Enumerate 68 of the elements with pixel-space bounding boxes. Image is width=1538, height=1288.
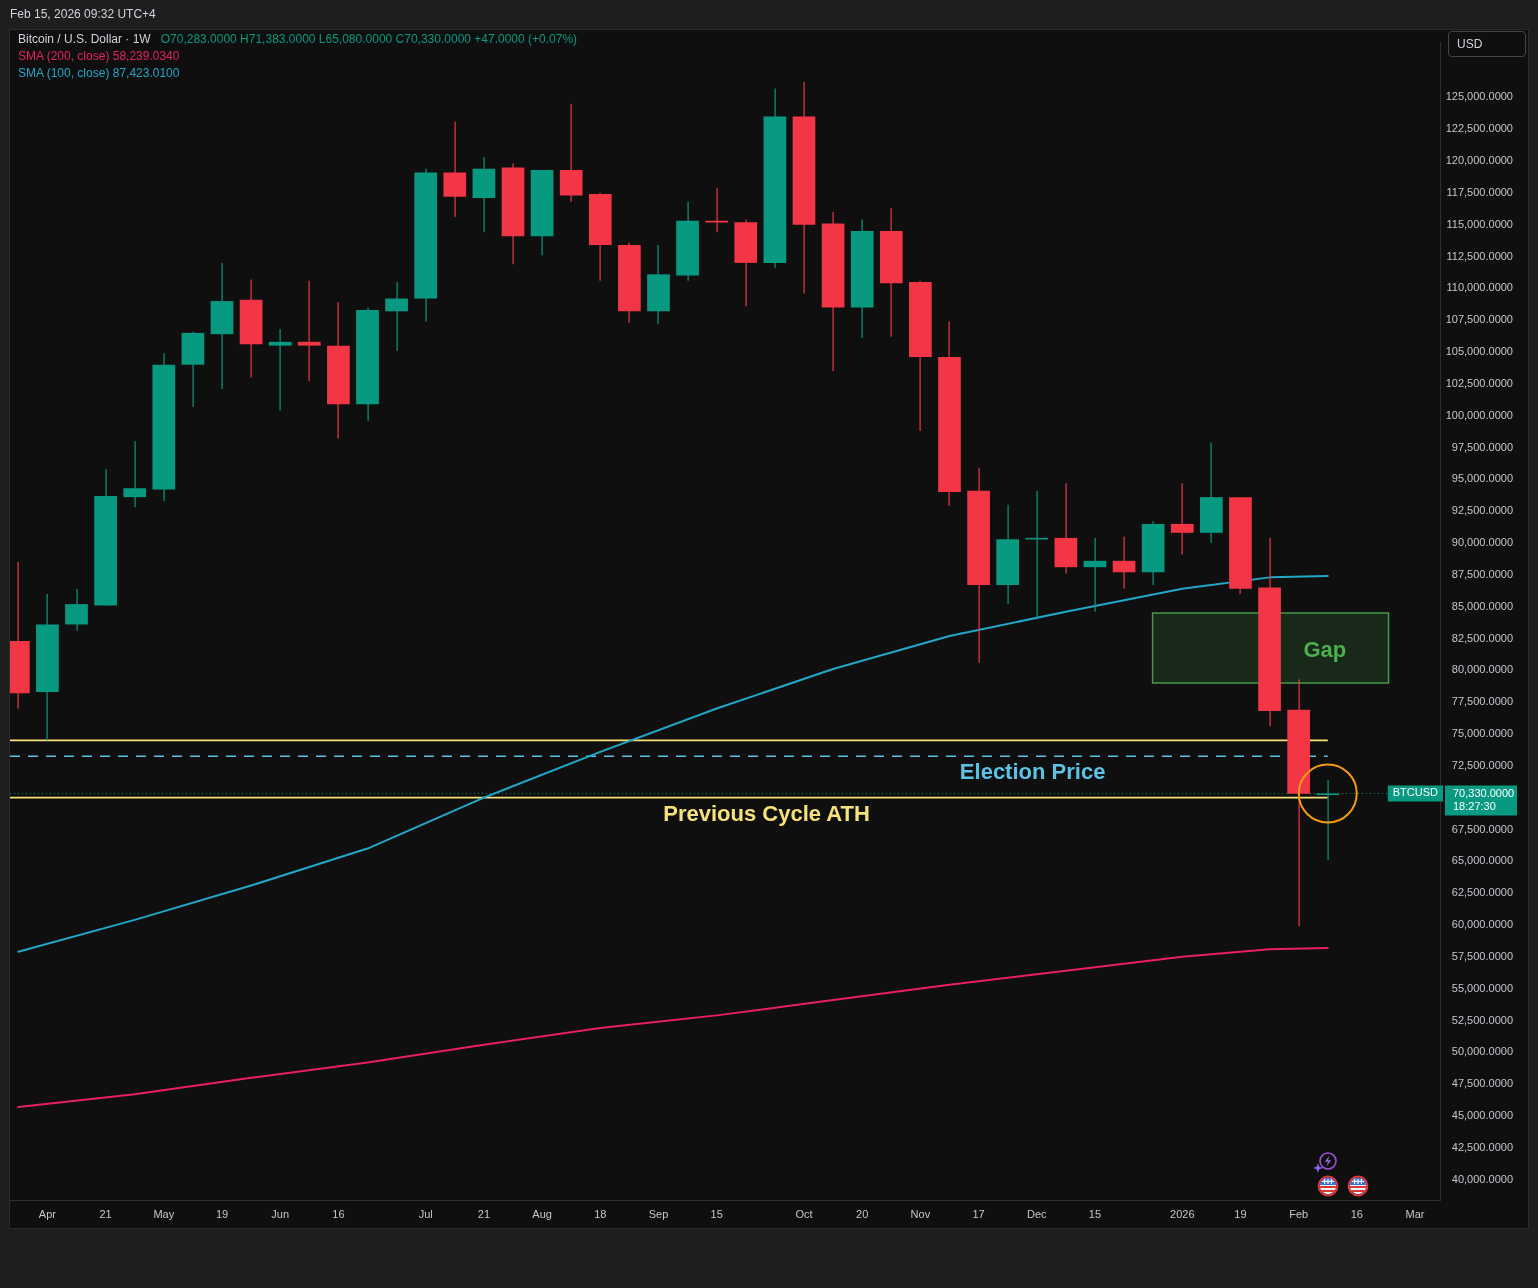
x-tick-label: Sep [648,1207,669,1220]
chart-title: Bitcoin / U.S. Dollar · 1W [18,32,151,46]
y-tick-label: 52,500.0000 [1451,1013,1513,1026]
y-tick-label: 107,500.0000 [1445,313,1513,326]
y-tick-label: 110,000.0000 [1446,281,1513,294]
y-tick-label: 57,500.0000 [1451,949,1513,962]
y-tick-label: 47,500.0000 [1451,1077,1513,1090]
x-tick-label: 18 [594,1207,607,1220]
x-tick-label: 2026 [1170,1207,1195,1220]
x-tick-label: Jun [271,1207,290,1220]
y-axis-title: USD [1448,31,1526,57]
x-tick-label: Feb [1289,1207,1309,1220]
text: SMA (100, close) 87,423.0100 [18,65,180,82]
annotation: Previous Cycle ATH [663,800,870,826]
y-tick-label: 90,000.0000 [1451,536,1513,549]
y-tick-label: 82,500.0000 [1451,631,1513,644]
y-tick-label: 62,500.0000 [1451,886,1513,899]
x-tick-label: 16 [1350,1207,1363,1220]
x-tick-label: 19 [1234,1207,1247,1220]
y-tick-label: 122,500.0000 [1445,122,1513,135]
x-tick-label: 20 [856,1207,869,1220]
y-tick-label: 100,000.0000 [1445,408,1513,421]
x-tick-label: 21 [99,1207,112,1220]
y-tick-label: 120,000.0000 [1445,154,1513,167]
x-tick-label: Jul [418,1207,433,1220]
y-tick-label: 77,500.0000 [1451,695,1513,708]
annotation: BTCUSD [1392,786,1439,799]
y-tick-label: 60,000.0000 [1451,918,1513,931]
y-tick-label: 105,000.0000 [1445,345,1513,358]
y-tick-label: 45,000.0000 [1451,1109,1513,1121]
x-tick-label: Aug [532,1207,552,1220]
x-tick-label: 15 [1088,1207,1102,1220]
y-tick-label: 87,500.0000 [1451,567,1513,580]
y-tick-label: 42,500.0000 [1451,1140,1513,1153]
x-tick-label: Mar [1405,1207,1425,1220]
y-tick-label: 102,500.0000 [1445,376,1513,389]
y-tick-label: 117,500.0000 [1446,185,1513,198]
x-tick-label: 16 [332,1207,345,1220]
y-tick-label: 40,000.0000 [1451,1172,1513,1185]
ref-line-label: 70,330.0000 18:27:30 [1453,786,1515,812]
y-tick-label: 67,500.0000 [1451,822,1513,835]
text: SMA (200, close) 58,239.0340 [18,48,180,65]
y-tick-label: 72,500.0000 [1451,758,1513,771]
chart-subtitle: O70,283.0000 H71,383.0000 L65,080.0000 C70,330.0000 +47.0000 (+0.07%) [160,32,578,46]
y-tick-label: 97,500.0000 [1451,440,1513,453]
annotation: Election Price [959,759,1106,785]
x-tick-label: May [153,1207,175,1220]
y-tick-label: 95,000.0000 [1451,472,1513,485]
y-tick-label: 80,000.0000 [1451,663,1513,676]
x-tick-label: 21 [477,1207,491,1220]
y-tick-label: 125,000.0000 [1445,90,1513,103]
y-tick-label: 65,000.0000 [1451,854,1513,867]
y-tick-label: 50,000.0000 [1451,1045,1513,1058]
x-tick-label: Dec [1026,1207,1048,1220]
band-label: Gap [1303,637,1347,663]
y-tick-label: 75,000.0000 [1451,727,1513,740]
x-tick-label: Oct [795,1207,813,1220]
x-tick-label: Apr [38,1207,57,1220]
x-tick-label: 15 [710,1207,723,1220]
y-tick-label: 112,500.0000 [1446,249,1513,262]
y-tick-label: 85,000.0000 [1451,599,1513,612]
x-tick-label: 17 [972,1207,985,1220]
x-tick-label: 19 [215,1207,229,1220]
text: Feb 15, 2026 09:32 UTC+4 [10,7,156,21]
y-tick-label: 115,000.0000 [1446,217,1513,230]
y-tick-label: 92,500.0000 [1451,504,1513,517]
y-tick-label: 55,000.0000 [1451,981,1513,994]
x-tick-label: Nov [910,1207,931,1220]
